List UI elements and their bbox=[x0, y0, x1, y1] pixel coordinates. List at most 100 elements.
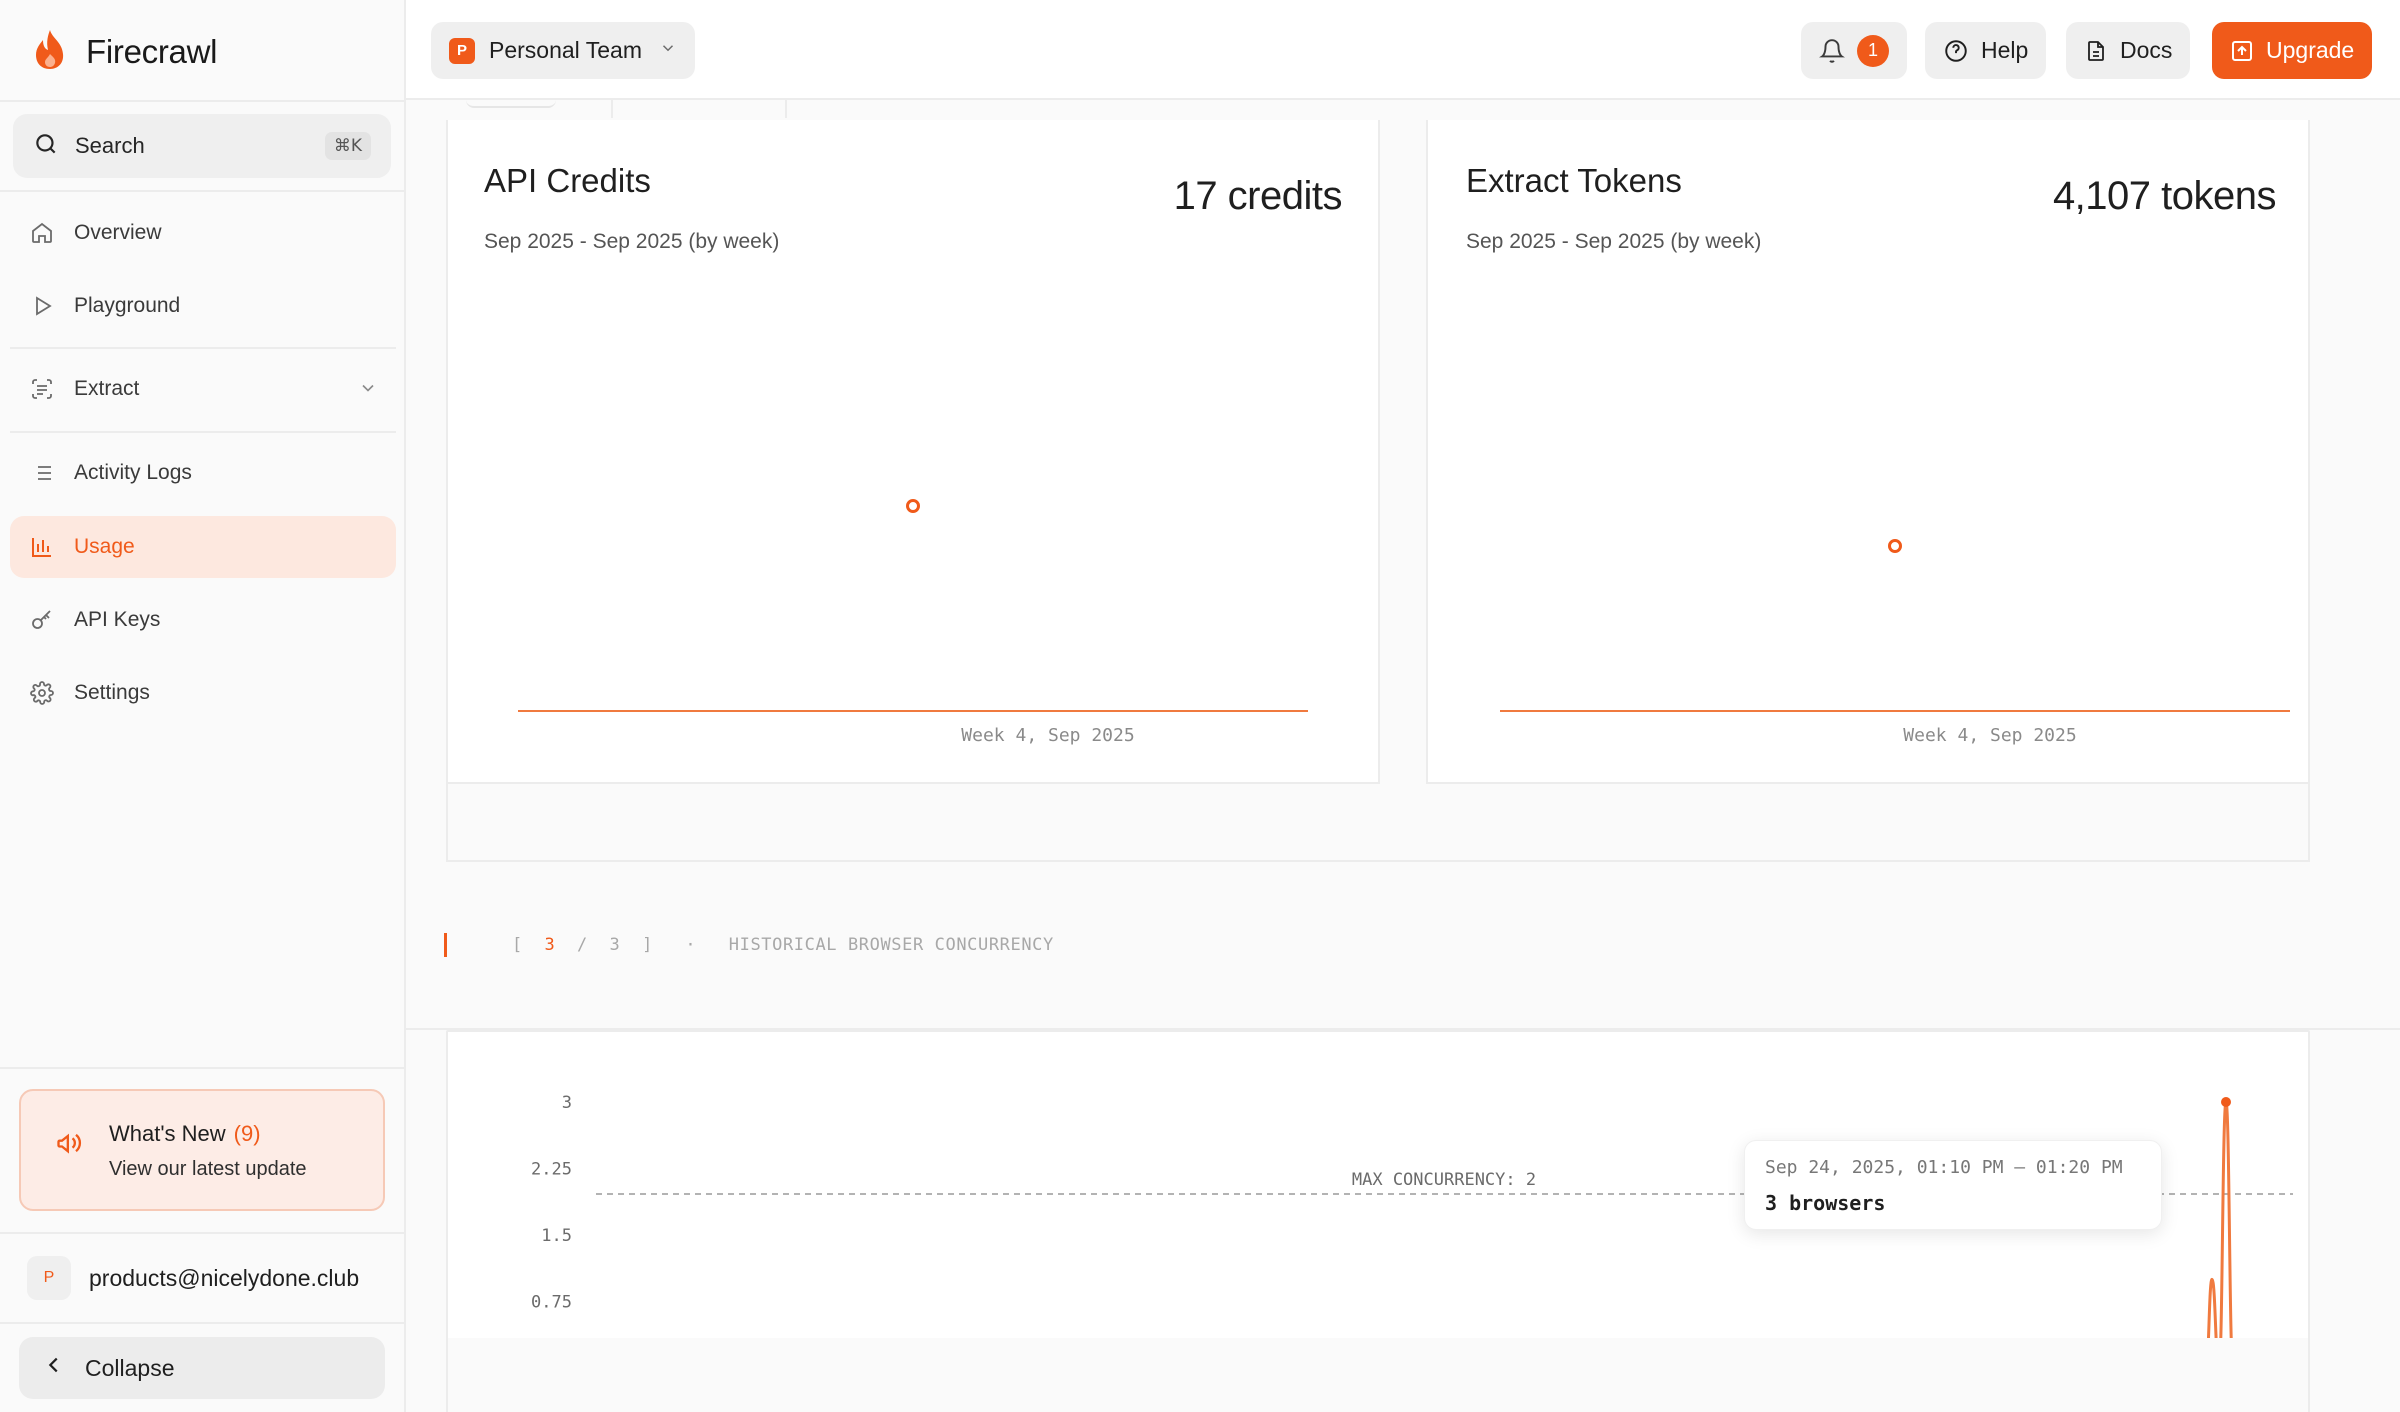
gear-icon bbox=[28, 679, 56, 707]
search-shortcut: ⌘K bbox=[324, 132, 371, 160]
data-point[interactable] bbox=[906, 499, 920, 513]
sidebar-item-extract[interactable]: Extract bbox=[10, 358, 396, 420]
whats-new-count: (9) bbox=[233, 1121, 261, 1146]
firecrawl-flame-logo-icon bbox=[32, 28, 68, 75]
chevron-down-icon[interactable] bbox=[358, 378, 378, 404]
whats-new-card[interactable]: What's New (9) View our latest update bbox=[19, 1089, 385, 1211]
help-label: Help bbox=[1981, 37, 2029, 63]
peak-point[interactable] bbox=[2221, 1097, 2231, 1107]
data-point[interactable] bbox=[1888, 539, 1902, 553]
divider bbox=[0, 1067, 406, 1069]
user-account[interactable]: P products@nicelydone.club bbox=[27, 1256, 359, 1300]
team-switcher[interactable]: P Personal Team bbox=[431, 22, 695, 79]
title-dot: · bbox=[685, 935, 697, 955]
card-title: Extract Tokens bbox=[1466, 162, 1682, 199]
divider bbox=[0, 1232, 406, 1234]
scan-text-icon bbox=[28, 375, 56, 403]
x-tick-label: Week 4, Sep 2025 bbox=[961, 725, 1134, 746]
bar-chart-icon bbox=[28, 533, 56, 561]
help-button[interactable]: Help bbox=[1925, 22, 2047, 79]
extract-tokens-card: Extract Tokens Sep 2025 - Sep 2025 (by w… bbox=[1430, 120, 2312, 784]
concurrency-title-text: HISTORICAL BROWSER CONCURRENCY bbox=[728, 935, 1054, 955]
bracket-sep: / bbox=[577, 935, 588, 955]
tooltip-date: Sep 24, 2025, 01:10 PM – 01:20 PM bbox=[1765, 1157, 2123, 1178]
chevron-down-icon bbox=[659, 39, 677, 62]
chart-tooltip: Sep 24, 2025, 01:10 PM – 01:20 PM 3 brow… bbox=[1744, 1140, 2162, 1230]
search-label: Search bbox=[75, 133, 145, 158]
whats-new-label: What's New bbox=[109, 1121, 226, 1146]
card-subtitle: Sep 2025 - Sep 2025 (by week) bbox=[484, 230, 780, 253]
y-axis: 00.751.52.253 bbox=[531, 1093, 572, 1379]
collapse-label: Collapse bbox=[85, 1354, 175, 1381]
bracket-close: ] bbox=[642, 935, 653, 955]
section-accent-bar bbox=[444, 933, 447, 957]
sidebar-item-overview[interactable]: Overview bbox=[10, 202, 396, 264]
usage-page: API Credits Sep 2025 - Sep 2025 (by week… bbox=[406, 100, 2400, 1412]
divider bbox=[10, 347, 396, 349]
brand-name: Firecrawl bbox=[86, 32, 218, 70]
key-icon bbox=[28, 606, 56, 634]
spacer-band bbox=[446, 784, 2310, 862]
topbar: P Personal Team 1 Help Docs Upgrade bbox=[406, 0, 2400, 100]
notifications-button[interactable]: 1 bbox=[1801, 22, 1907, 79]
spacer-band bbox=[446, 1338, 2310, 1412]
concurrency-section-header: [ 3 / 3 ] · HISTORICAL BROWSER CONCURREN… bbox=[406, 862, 2400, 1030]
avatar: P bbox=[27, 1256, 71, 1300]
divider bbox=[0, 100, 406, 102]
docs-button[interactable]: Docs bbox=[2066, 22, 2191, 79]
usage-cards: API Credits Sep 2025 - Sep 2025 (by week… bbox=[446, 120, 2310, 784]
api-credits-chart: Week 4, Sep 2025 bbox=[518, 499, 1308, 746]
megaphone-icon bbox=[55, 1129, 83, 1162]
api-credits-card: API Credits Sep 2025 - Sep 2025 (by week… bbox=[448, 120, 1378, 784]
card-separator bbox=[1378, 120, 1428, 784]
sidebar-item-settings[interactable]: Settings bbox=[10, 662, 396, 724]
divider bbox=[10, 431, 396, 433]
y-tick-label: 2.25 bbox=[531, 1160, 572, 1180]
concurrency-limit: 3 bbox=[609, 935, 621, 955]
collapse-button[interactable]: Collapse bbox=[19, 1337, 385, 1399]
divider bbox=[0, 190, 406, 192]
team-name: Personal Team bbox=[489, 37, 642, 63]
sidebar-item-label: Playground bbox=[74, 294, 181, 317]
card-total: 17 credits bbox=[1173, 174, 1343, 218]
tooltip-value: 3 browsers bbox=[1765, 1191, 1886, 1215]
bell-icon bbox=[1819, 38, 1845, 64]
brand[interactable]: Firecrawl bbox=[32, 28, 217, 75]
y-tick-label: 0.75 bbox=[531, 1293, 572, 1313]
card-subtitle: Sep 2025 - Sep 2025 (by week) bbox=[1466, 230, 1762, 253]
docs-label: Docs bbox=[2120, 37, 2173, 63]
list-icon bbox=[28, 459, 56, 487]
divider bbox=[0, 1322, 406, 1324]
sidebar: Firecrawl Search ⌘K Overview Playground … bbox=[0, 0, 406, 1412]
sidebar-item-label: Extract bbox=[74, 377, 140, 400]
upgrade-label: Upgrade bbox=[2266, 37, 2355, 63]
y-tick-label: 1.5 bbox=[541, 1226, 572, 1246]
max-concurrency-label: MAX CONCURRENCY: 2 bbox=[1352, 1170, 1536, 1190]
y-tick-label: 3 bbox=[562, 1093, 572, 1113]
sidebar-item-api-keys[interactable]: API Keys bbox=[10, 589, 396, 651]
sidebar-item-label: API Keys bbox=[74, 608, 161, 631]
card-total: 4,107 tokens bbox=[2052, 174, 2277, 218]
user-email: products@nicelydone.club bbox=[89, 1264, 360, 1291]
card-title: API Credits bbox=[484, 162, 651, 199]
sidebar-item-usage[interactable]: Usage bbox=[10, 516, 396, 578]
search-bar[interactable]: Search ⌘K bbox=[13, 114, 391, 178]
concurrency-current: 3 bbox=[544, 935, 556, 955]
whats-new-subtitle: View our latest update bbox=[109, 1158, 307, 1180]
document-icon bbox=[2084, 38, 2108, 64]
upgrade-button[interactable]: Upgrade bbox=[2212, 22, 2373, 79]
sidebar-item-playground[interactable]: Playground bbox=[10, 275, 396, 337]
team-badge: P bbox=[449, 37, 475, 64]
bracket-open: [ bbox=[512, 935, 523, 955]
help-circle-icon bbox=[1943, 38, 1969, 64]
whats-new-title: What's New (9) bbox=[109, 1121, 261, 1147]
sidebar-item-activity-logs[interactable]: Activity Logs bbox=[10, 442, 396, 504]
concurrency-title: [ 3 / 3 ] · HISTORICAL BROWSER CONCURREN… bbox=[512, 935, 1054, 955]
chevron-left-icon bbox=[43, 1354, 65, 1382]
sidebar-item-label: Overview bbox=[74, 221, 162, 244]
tab-strip bbox=[446, 100, 1196, 120]
extract-tokens-chart: Week 4, Sep 2025 bbox=[1500, 539, 2290, 746]
notification-count-badge: 1 bbox=[1857, 34, 1889, 67]
search-icon bbox=[33, 131, 59, 162]
sidebar-item-label: Settings bbox=[74, 681, 150, 704]
